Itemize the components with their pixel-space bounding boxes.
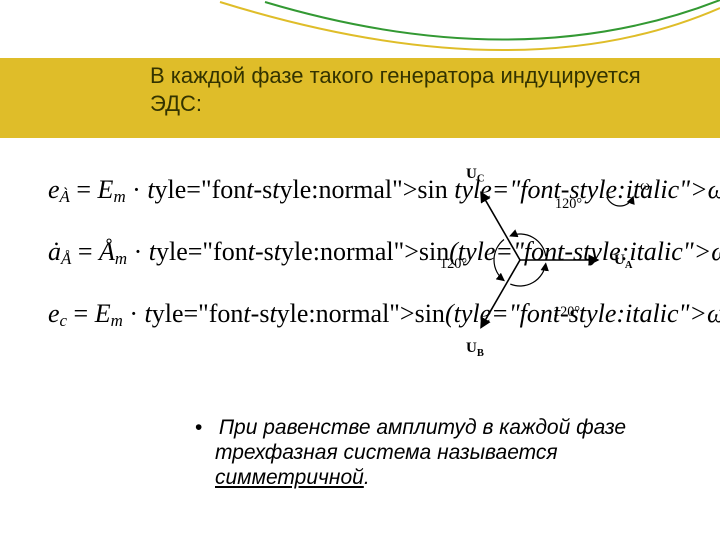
phasor-diagram: UA UC UB 120° 120° 120° ω [380, 150, 660, 360]
slide-title: В каждой фазе такого генератора индуциру… [150, 62, 680, 117]
phasor-label-UC: UC [466, 166, 484, 185]
body-text-underline: симметричной [215, 466, 364, 489]
swoosh-inner [265, 0, 720, 40]
angle-label: 120° [553, 304, 580, 320]
bullet-icon: • [195, 415, 213, 440]
phasor-vector-UC [481, 192, 520, 260]
omega-arc [607, 197, 633, 206]
body-text-post: . [364, 466, 370, 489]
body-text-pre: При равенстве амплитуд в каждой фазе тре… [215, 416, 626, 464]
phasor-label-UA: UA [614, 252, 633, 271]
angle-label: 120° [440, 256, 467, 272]
phasor-label-UB: UB [466, 340, 484, 359]
body-paragraph: • При равенстве амплитуд в каждой фазе т… [195, 415, 645, 491]
omega-label: ω [640, 178, 650, 194]
angle-label: 120° [555, 196, 582, 212]
phasor-vector-UB [481, 260, 520, 328]
swoosh-outer [220, 2, 720, 50]
slide: В каждой фазе такого генератора индуциру… [0, 0, 720, 540]
angle-arc [494, 240, 504, 281]
title-band: В каждой фазе такого генератора индуциру… [0, 58, 720, 138]
